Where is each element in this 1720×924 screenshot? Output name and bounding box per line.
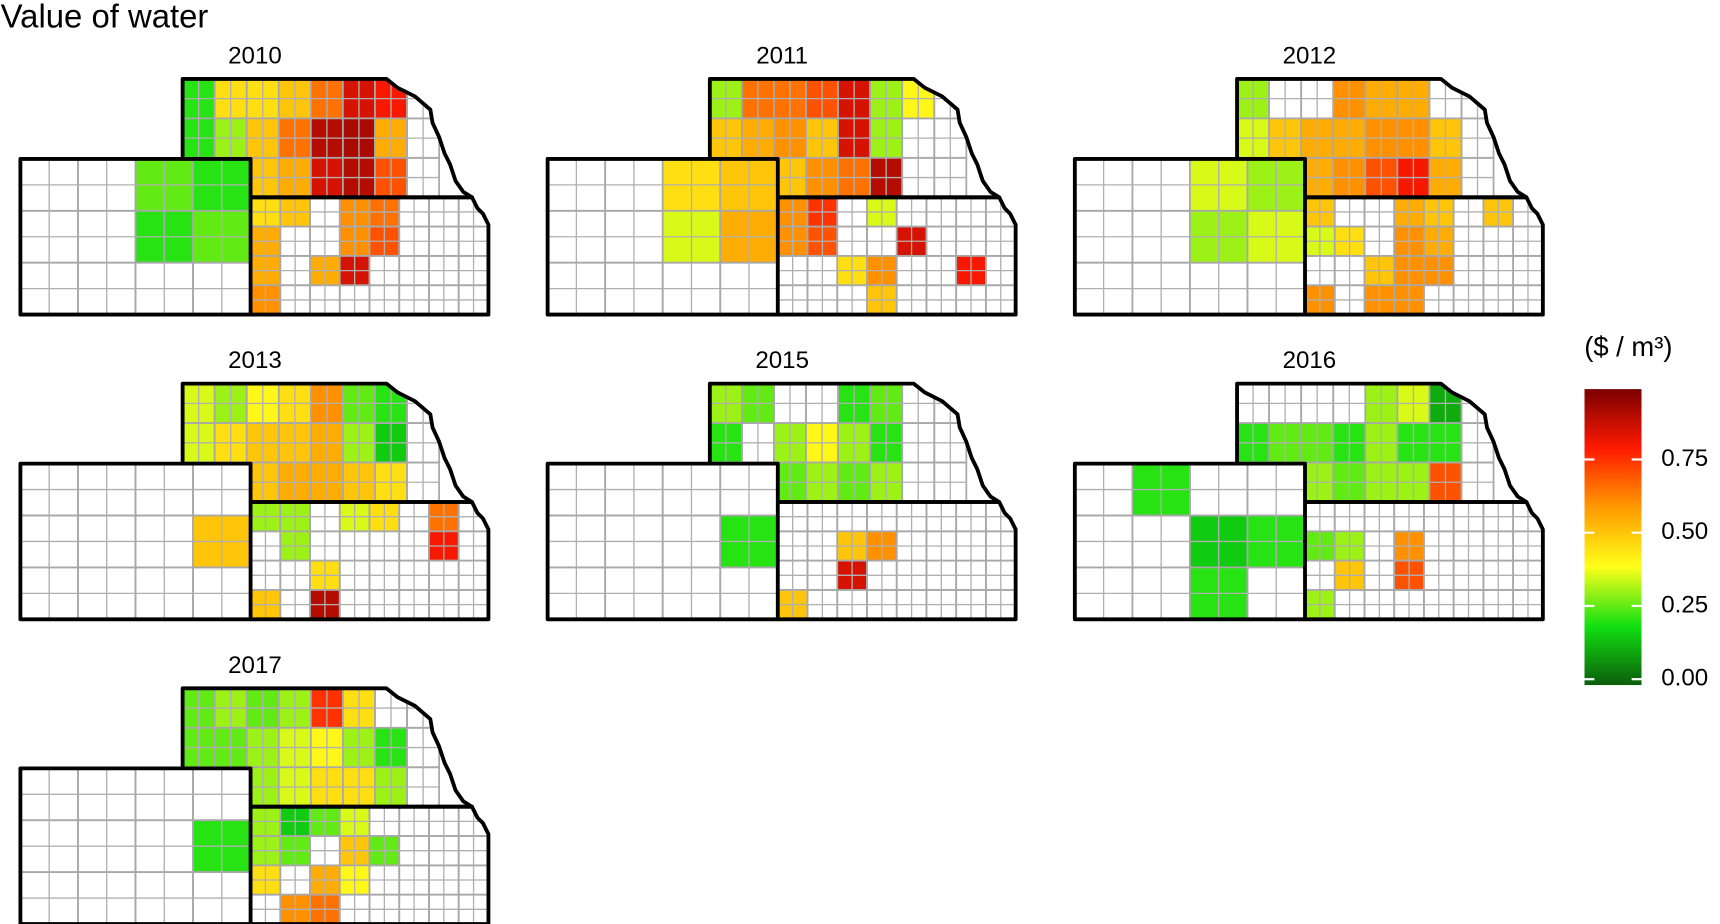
state-kansas — [777, 197, 1016, 315]
map-panel: 2011 — [545, 42, 1018, 317]
map-panel: 2015 — [545, 347, 1018, 622]
colorbar-tick-label: 0.75 — [1661, 445, 1708, 472]
state-border — [545, 461, 780, 622]
state-border — [1305, 500, 1545, 622]
state-colorado — [20, 463, 251, 620]
state-kansas — [250, 502, 489, 620]
state-border — [18, 461, 253, 622]
panel-title: 2011 — [756, 42, 808, 69]
map-panel: 2017 — [18, 652, 491, 924]
state-border — [180, 77, 474, 200]
state-kansas — [1305, 502, 1543, 620]
map-panel: 2013 — [18, 347, 491, 622]
colorbar-tick-label: 0.25 — [1661, 591, 1708, 618]
state-border — [777, 195, 1018, 317]
map-panel: 2016 — [1072, 347, 1545, 622]
state-border — [707, 381, 1002, 504]
state-kansas — [1305, 197, 1543, 315]
state-border — [180, 381, 474, 504]
panel-title: 2016 — [1283, 347, 1337, 374]
state-border — [18, 157, 253, 317]
state-border — [1235, 77, 1529, 200]
state-colorado — [20, 158, 251, 315]
state-border — [545, 157, 780, 317]
state-border — [180, 686, 474, 809]
state-colorado — [1074, 158, 1306, 315]
colorbar — [1584, 389, 1642, 686]
state-border — [18, 766, 253, 924]
panel-title: 2010 — [228, 42, 282, 69]
panel-title: 2012 — [1283, 42, 1337, 69]
state-nebraska — [709, 383, 968, 503]
state-colorado — [547, 463, 778, 620]
map-panel: 2010 — [18, 42, 491, 317]
state-border — [1235, 381, 1529, 504]
state-nebraska — [1237, 383, 1495, 503]
state-border — [777, 500, 1018, 622]
figure-title: Value of water — [1, 0, 209, 34]
panel-title: 2013 — [228, 347, 282, 374]
panel-title: 2017 — [228, 652, 282, 679]
state-kansas — [250, 806, 489, 924]
colorbar-tick-label: 0.00 — [1661, 665, 1708, 692]
legend-title: ($ / m³) — [1584, 331, 1672, 362]
state-border — [1305, 195, 1545, 317]
state-border — [707, 77, 1002, 200]
state-kansas — [250, 197, 489, 315]
panel-title: 2015 — [755, 347, 809, 374]
state-colorado — [20, 768, 251, 924]
state-border — [1072, 157, 1307, 317]
state-border — [250, 195, 491, 317]
colorbar-tick-label: 0.50 — [1661, 518, 1708, 545]
state-colorado — [547, 158, 778, 315]
state-colorado — [1074, 463, 1306, 620]
state-nebraska — [182, 688, 440, 807]
state-border — [250, 804, 491, 924]
state-border — [250, 500, 491, 622]
state-kansas — [777, 502, 1016, 620]
map-panel: 2012 — [1072, 42, 1545, 317]
state-border — [1072, 461, 1307, 622]
